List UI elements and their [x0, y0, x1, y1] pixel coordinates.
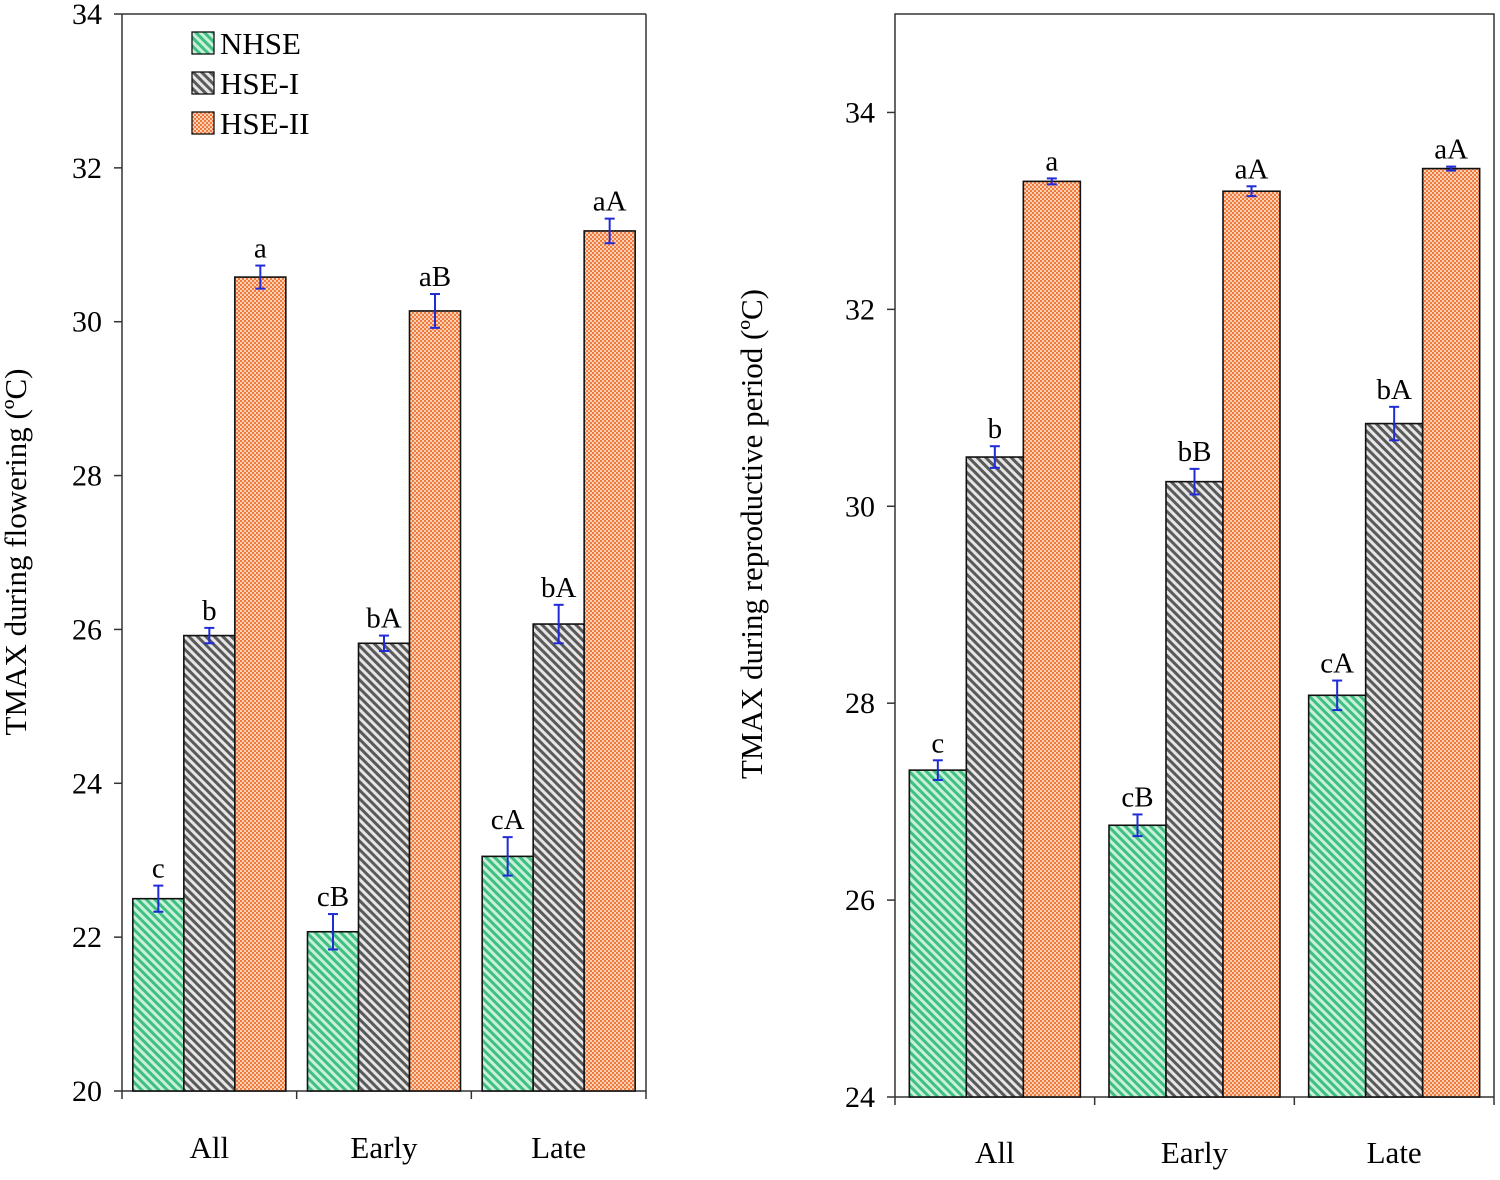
bar-nhse-all	[908, 769, 968, 1098]
error-bar	[1246, 185, 1257, 198]
y-tick-label: 24	[845, 1081, 875, 1114]
error-bar	[553, 603, 564, 645]
bar-nhse-late	[1307, 694, 1367, 1098]
y-tick-label: 28	[845, 687, 875, 720]
error-bar	[1132, 813, 1143, 838]
x-category-label: Early	[350, 1130, 418, 1165]
error-bar	[1446, 165, 1457, 172]
error-bar	[379, 634, 389, 652]
y-tick-label: 26	[845, 884, 875, 917]
y-tick-label: 30	[845, 490, 875, 523]
y-tick-label: 32	[845, 293, 875, 326]
significance-label: cB	[1121, 781, 1153, 813]
error-bar	[1332, 679, 1343, 712]
bar-hse-i-early	[357, 642, 411, 1092]
significance-label: cB	[317, 881, 349, 913]
error-bar	[932, 759, 943, 781]
bar-nhse-early	[306, 930, 360, 1092]
legend-label-nhse: NHSE	[220, 26, 301, 61]
significance-label: aA	[593, 186, 627, 218]
bar-hse-ii-all	[1022, 180, 1082, 1098]
bar-hse-ii-all	[234, 276, 287, 1092]
y-axis-title: TMAX during reproductive period (ºC)	[734, 289, 769, 779]
y-tick-label: 34	[845, 96, 875, 129]
error-bar	[430, 293, 440, 329]
significance-label: c	[931, 727, 944, 759]
bar-hse-ii-late	[583, 230, 636, 1092]
bar-nhse-late	[481, 855, 534, 1092]
significance-label: aB	[419, 261, 451, 293]
y-tick-label: 30	[72, 306, 102, 339]
y-tick-label: 20	[72, 1075, 102, 1108]
x-category-label: Late	[1367, 1135, 1422, 1170]
significance-label: cA	[491, 804, 525, 836]
significance-label: aA	[1434, 134, 1468, 166]
bar-nhse-all	[132, 897, 185, 1092]
legend-label-hse-ii: HSE-II	[220, 106, 310, 141]
x-category-label: Late	[531, 1130, 586, 1165]
bar-hse-i-all	[183, 634, 236, 1092]
error-bar	[502, 836, 513, 877]
significance-label: bA	[1376, 374, 1412, 406]
error-bar	[255, 264, 266, 290]
y-tick-label: 34	[72, 0, 102, 31]
significance-label: a	[254, 233, 267, 265]
bar-hse-ii-late	[1421, 167, 1481, 1098]
x-category-label: All	[190, 1130, 230, 1165]
y-axis-title: TMAX during flowering (ºC)	[0, 369, 33, 736]
x-category-label: All	[975, 1135, 1015, 1170]
significance-label: aA	[1235, 153, 1269, 185]
y-tick-label: 22	[72, 921, 102, 954]
legend-swatch-hse-i	[191, 71, 215, 95]
error-bar	[989, 445, 1000, 469]
significance-label: bB	[1178, 436, 1212, 468]
significance-label: b	[202, 595, 217, 627]
bar-hse-ii-early	[408, 310, 462, 1092]
bar-hse-ii-early	[1222, 190, 1281, 1098]
chart-panel-2: 24 26 28 30 32 34 TMAX during reproductive per…	[734, 13, 1495, 1170]
significance-label: bA	[541, 572, 577, 604]
bar-hse-i-late	[1364, 422, 1424, 1098]
legend-swatch-nhse	[191, 31, 215, 55]
y-tick-label: 24	[72, 767, 102, 800]
y-tick-label: 28	[72, 460, 102, 493]
chart-panel-1: 20 22 24 26 28 30 32 34 TMAX during flowering (º…	[0, 0, 647, 1165]
significance-label: c	[152, 853, 165, 885]
legend: NHSE HSE-I HSE-II	[191, 26, 310, 141]
bar-hse-i-all	[965, 456, 1025, 1098]
significance-label: b	[988, 413, 1003, 445]
legend-swatch-hse-ii	[191, 111, 215, 135]
y-tick-label: 32	[72, 152, 102, 185]
error-bar	[1046, 177, 1057, 186]
error-bar	[1189, 467, 1200, 496]
error-bar	[204, 626, 215, 645]
error-bar	[153, 884, 164, 913]
significance-label: bA	[366, 603, 402, 635]
significance-label: a	[1045, 145, 1058, 177]
legend-label-hse-i: HSE-I	[220, 66, 299, 101]
x-category-label: Early	[1161, 1135, 1229, 1170]
bar-nhse-early	[1108, 824, 1167, 1098]
bar-hse-i-early	[1165, 480, 1224, 1098]
error-bar	[1389, 405, 1400, 442]
error-bar	[328, 913, 338, 951]
bar-hse-i-late	[532, 623, 585, 1092]
significance-label: cA	[1320, 648, 1354, 680]
y-tick-label: 26	[72, 613, 102, 646]
error-bar	[604, 217, 615, 245]
